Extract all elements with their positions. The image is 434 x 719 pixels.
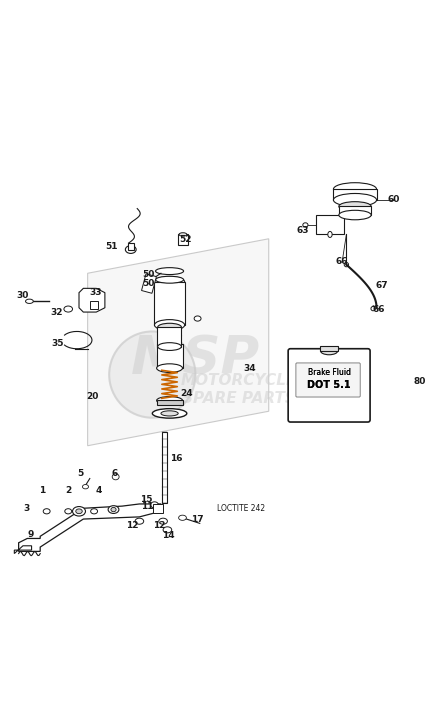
Polygon shape — [19, 504, 161, 551]
Ellipse shape — [151, 502, 158, 508]
Ellipse shape — [303, 223, 308, 227]
Ellipse shape — [152, 408, 187, 418]
FancyBboxPatch shape — [288, 349, 370, 422]
Bar — [90, 301, 99, 308]
Ellipse shape — [76, 509, 82, 513]
Text: 5: 5 — [77, 470, 83, 478]
Ellipse shape — [65, 509, 72, 514]
Ellipse shape — [64, 306, 72, 312]
Circle shape — [109, 331, 195, 418]
Text: 50: 50 — [142, 270, 154, 279]
Text: 15: 15 — [140, 495, 152, 504]
Ellipse shape — [158, 324, 181, 331]
Ellipse shape — [194, 316, 201, 321]
Text: 17: 17 — [191, 516, 204, 524]
Text: 34: 34 — [243, 365, 256, 373]
Polygon shape — [14, 546, 32, 554]
Text: 80: 80 — [414, 377, 426, 385]
Text: DOT 5.1: DOT 5.1 — [307, 380, 351, 390]
Text: 4: 4 — [95, 486, 102, 495]
Text: 67: 67 — [376, 281, 388, 290]
Ellipse shape — [320, 347, 338, 354]
Bar — [339, 206, 372, 215]
Ellipse shape — [111, 508, 116, 512]
Bar — [316, 215, 344, 234]
Ellipse shape — [339, 210, 371, 220]
Ellipse shape — [155, 267, 184, 275]
Text: Brake Fluid: Brake Fluid — [308, 368, 351, 377]
Ellipse shape — [112, 474, 119, 480]
Text: 60: 60 — [388, 196, 400, 204]
Polygon shape — [79, 288, 105, 312]
Text: 35: 35 — [51, 339, 64, 347]
Ellipse shape — [163, 527, 172, 533]
Ellipse shape — [339, 201, 371, 211]
Text: 11: 11 — [141, 503, 153, 511]
FancyBboxPatch shape — [296, 363, 360, 397]
Bar — [178, 234, 187, 245]
Bar — [128, 243, 134, 249]
Bar — [141, 274, 156, 293]
Text: 14: 14 — [162, 531, 175, 539]
Text: 66: 66 — [372, 306, 385, 314]
Bar — [157, 344, 183, 368]
Ellipse shape — [155, 320, 184, 331]
Bar — [333, 188, 377, 200]
Ellipse shape — [135, 518, 144, 524]
Text: LOCTITE 242: LOCTITE 242 — [217, 504, 265, 513]
Ellipse shape — [157, 364, 183, 372]
Text: 9: 9 — [27, 530, 34, 539]
Ellipse shape — [333, 183, 377, 196]
Text: MSP: MSP — [131, 334, 260, 385]
Ellipse shape — [158, 343, 181, 350]
Ellipse shape — [371, 306, 375, 311]
Ellipse shape — [333, 193, 377, 206]
Text: 33: 33 — [89, 288, 102, 297]
Text: 20: 20 — [86, 392, 98, 400]
Bar — [153, 504, 163, 513]
Text: MOTORCYCLE
SPARE PARTS: MOTORCYCLE SPARE PARTS — [181, 373, 297, 406]
Text: 66: 66 — [336, 257, 349, 266]
Text: 3: 3 — [23, 504, 30, 513]
Bar — [157, 400, 183, 405]
Ellipse shape — [72, 507, 85, 516]
Bar — [158, 327, 181, 347]
Ellipse shape — [161, 411, 178, 416]
Text: 52: 52 — [180, 235, 192, 244]
Text: 12: 12 — [152, 521, 165, 530]
Ellipse shape — [344, 262, 349, 267]
Text: 24: 24 — [181, 389, 193, 398]
Ellipse shape — [26, 299, 33, 303]
Ellipse shape — [43, 509, 50, 514]
Text: 2: 2 — [65, 486, 71, 495]
Text: Brake Fluid: Brake Fluid — [308, 368, 351, 377]
Text: 12: 12 — [126, 521, 138, 530]
Ellipse shape — [125, 246, 136, 253]
Polygon shape — [88, 239, 269, 446]
Text: 1: 1 — [39, 486, 46, 495]
Ellipse shape — [155, 277, 184, 288]
Text: 16: 16 — [170, 454, 182, 463]
Ellipse shape — [157, 397, 183, 404]
Ellipse shape — [82, 485, 89, 489]
Ellipse shape — [91, 509, 98, 514]
Text: 6: 6 — [111, 469, 118, 478]
Ellipse shape — [179, 233, 187, 236]
Ellipse shape — [179, 516, 186, 521]
Text: 30: 30 — [17, 291, 29, 300]
Text: 51: 51 — [105, 242, 118, 251]
Ellipse shape — [159, 518, 168, 524]
Text: 50: 50 — [142, 279, 154, 288]
Text: DOT 5.1: DOT 5.1 — [307, 380, 351, 390]
Ellipse shape — [108, 505, 119, 513]
Text: 32: 32 — [50, 308, 63, 316]
Ellipse shape — [328, 232, 332, 237]
Text: 63: 63 — [296, 226, 309, 234]
Ellipse shape — [155, 276, 184, 283]
Bar — [162, 431, 168, 503]
Bar — [320, 346, 338, 351]
Bar — [155, 282, 184, 325]
